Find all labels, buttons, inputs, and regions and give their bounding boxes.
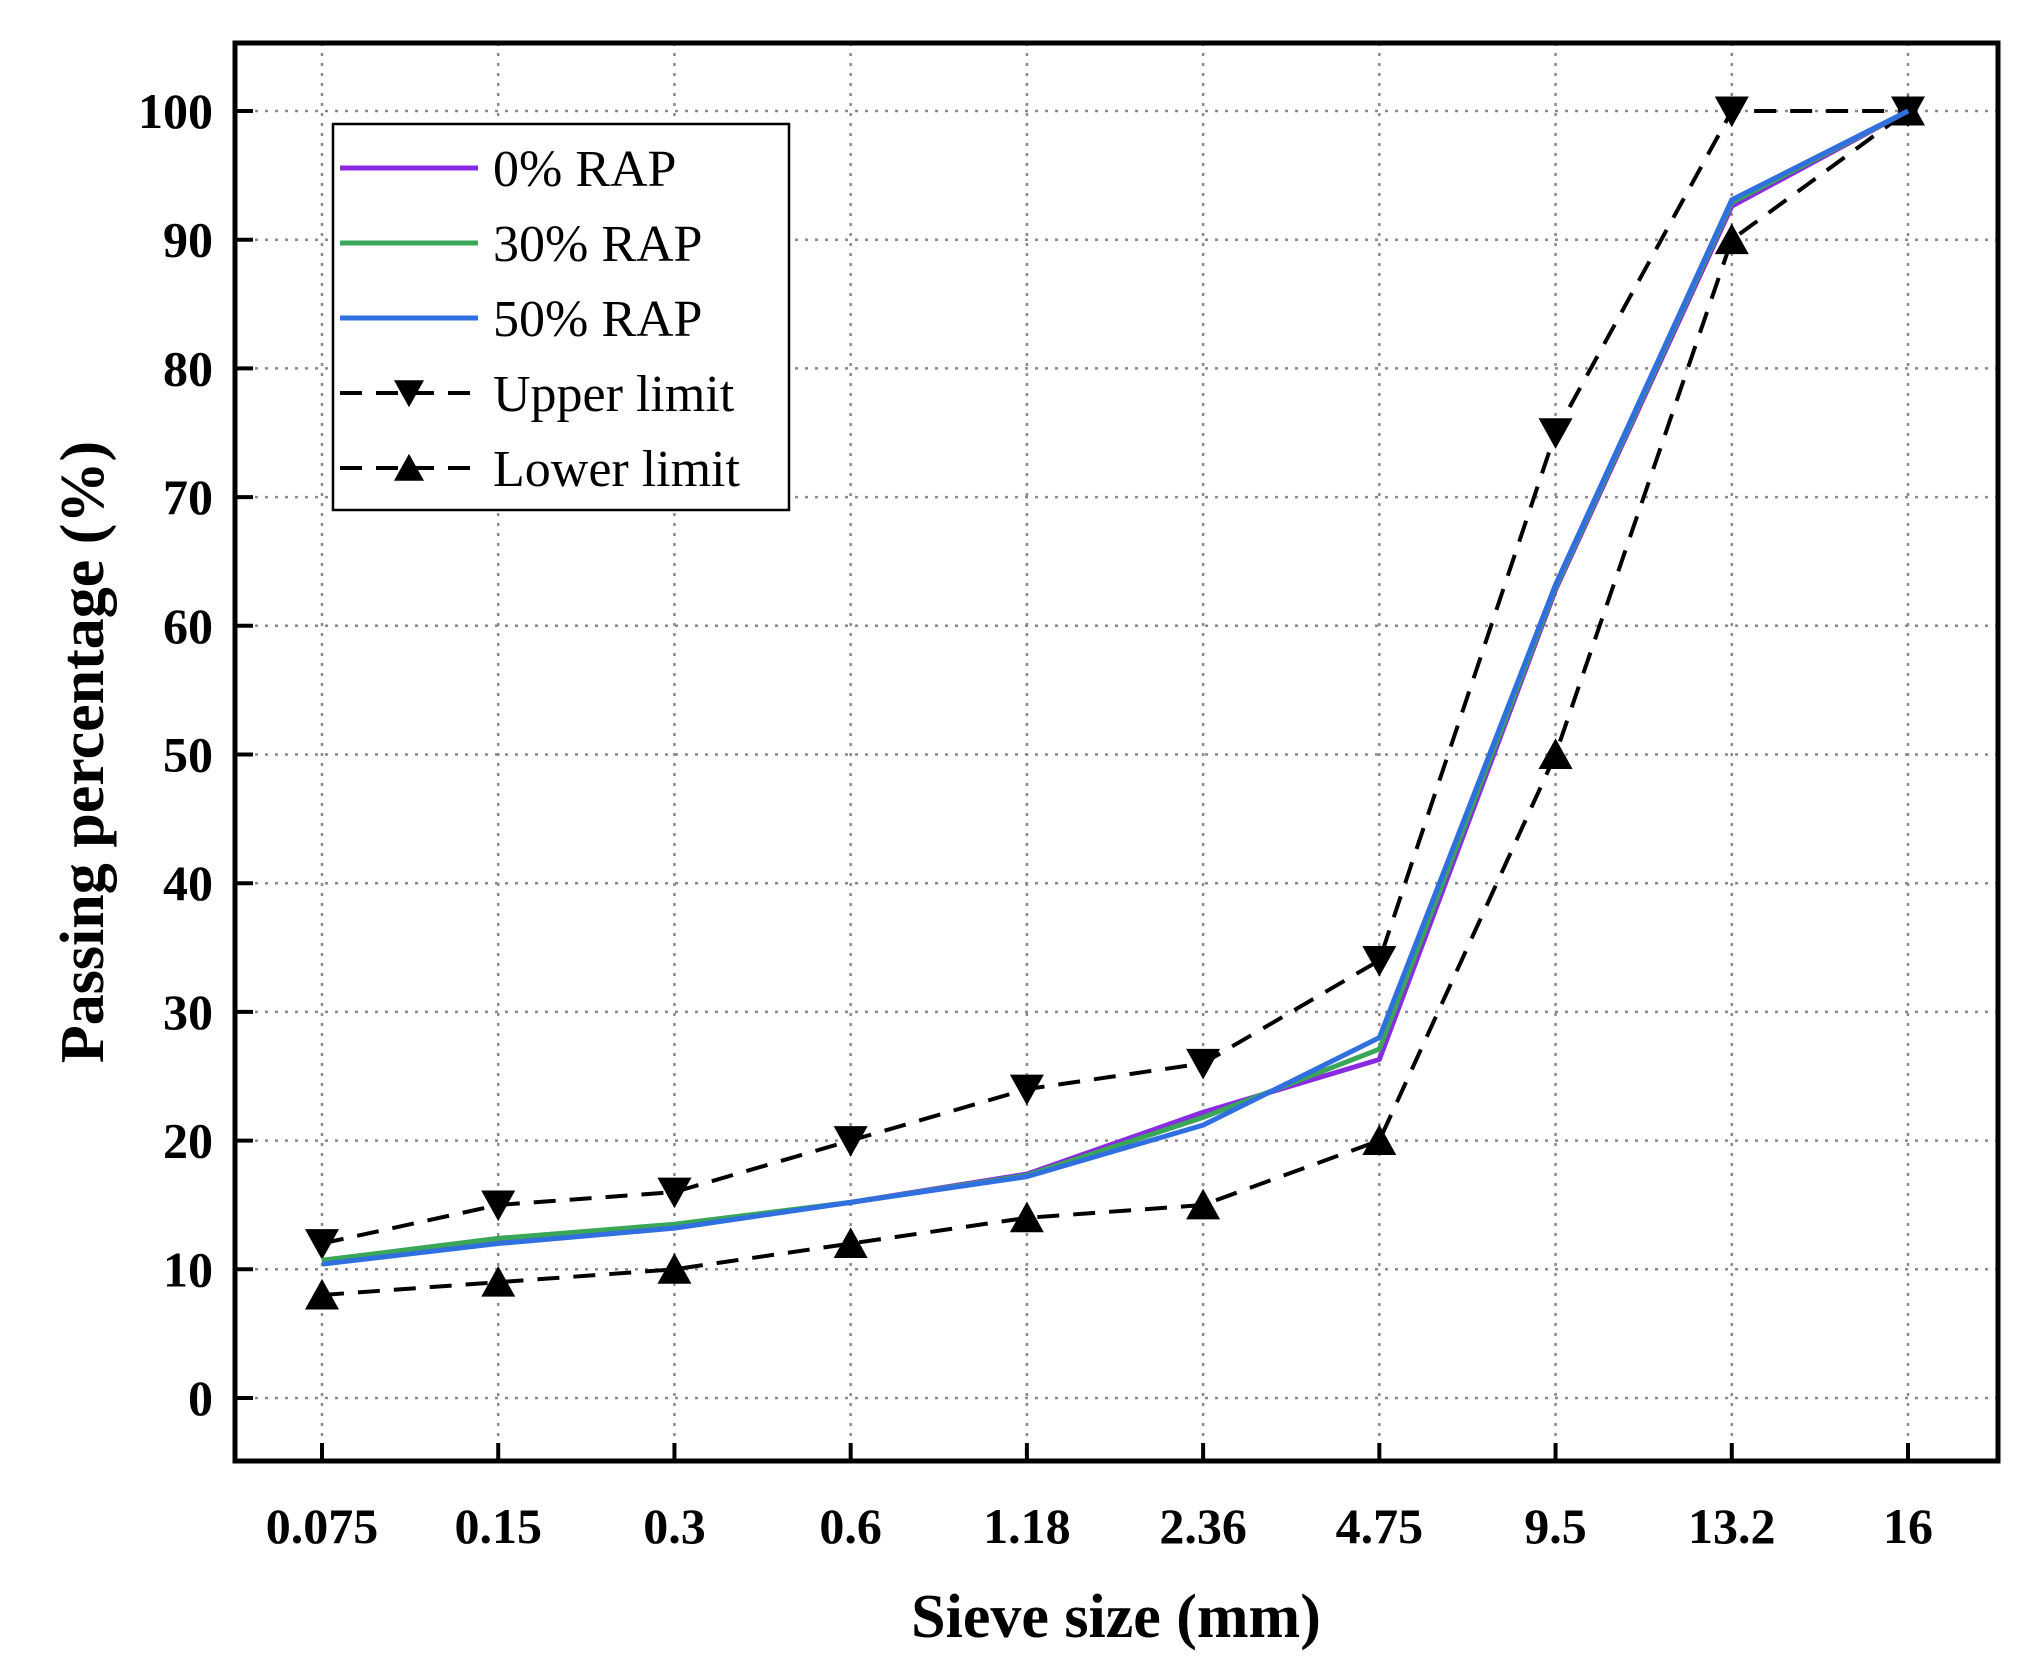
x-tick-label: 1.18 xyxy=(983,1498,1071,1554)
x-tick-label: 0.075 xyxy=(266,1498,379,1554)
data-point-lower-limit xyxy=(481,1266,516,1297)
series-layer xyxy=(305,94,1925,1310)
y-tick-label: 20 xyxy=(163,1113,213,1169)
legend-label-upper-limit: Upper limit xyxy=(493,366,735,423)
data-point-upper-limit xyxy=(1009,1074,1044,1106)
data-point-lower-limit xyxy=(1362,1124,1397,1156)
legend-marker-upper-limit xyxy=(394,380,424,408)
data-point-lower-limit xyxy=(657,1253,692,1284)
data-point-lower-limit xyxy=(1009,1201,1044,1233)
data-point-upper-limit xyxy=(1538,418,1573,449)
y-tick-label: 80 xyxy=(163,340,213,396)
legend-marker-lower-limit xyxy=(394,453,424,481)
y-tick-label: 90 xyxy=(163,212,213,268)
y-tick-label: 10 xyxy=(163,1241,213,1297)
x-axis-title: Sieve size (mm) xyxy=(911,1583,1321,1651)
x-tick-label: 0.3 xyxy=(643,1498,706,1554)
x-tick-label: 13.2 xyxy=(1688,1498,1776,1554)
series-line-lower-limit xyxy=(321,109,1910,1298)
data-point-upper-limit xyxy=(481,1190,516,1222)
plot-frame xyxy=(232,40,2001,1464)
x-tick-label: 4.75 xyxy=(1336,1498,1424,1554)
data-point-lower-limit xyxy=(1714,223,1749,255)
y-tick-label: 70 xyxy=(163,469,213,525)
data-point-lower-limit xyxy=(1186,1188,1221,1220)
legend-label-0pct-rap: 0% RAP xyxy=(493,141,676,198)
axes: 0.075 0.15 0.3 0.6 1.18 2.36 4.75 9.5 13.2 16 0 10 2… xyxy=(138,83,1933,1554)
x-tick-label: 0.15 xyxy=(454,1498,542,1554)
data-point-lower-limit xyxy=(833,1227,868,1259)
x-tick-label: 16 xyxy=(1883,1498,1933,1554)
y-tick-label: 30 xyxy=(163,984,213,1040)
data-point-lower-limit xyxy=(1538,738,1573,769)
legend-label-50pct-rap: 50% RAP xyxy=(493,291,702,348)
y-tick-label: 60 xyxy=(163,598,213,654)
x-tick-label: 9.5 xyxy=(1524,1498,1587,1554)
data-point-upper-limit xyxy=(1362,945,1397,977)
data-point-upper-limit xyxy=(657,1177,692,1209)
data-point-upper-limit xyxy=(1186,1048,1221,1080)
data-point-upper-limit xyxy=(833,1126,868,1157)
y-axis-title: Passing percentage (%) xyxy=(49,441,117,1063)
data-point-lower-limit xyxy=(305,1278,339,1310)
legend-label-30pct-rap: 30% RAP xyxy=(493,216,702,273)
legend: 0% RAP 30% RAP 50% RAP Upper limit Lower lim… xyxy=(331,122,791,512)
series-line-50pct-rap xyxy=(321,108,1910,1267)
legend-label-lower-limit: Lower limit xyxy=(493,441,741,498)
y-tick-label: 100 xyxy=(138,83,213,139)
data-point-upper-limit xyxy=(1714,96,1749,128)
x-tick-label: 2.36 xyxy=(1159,1498,1247,1554)
y-tick-label: 0 xyxy=(188,1370,213,1426)
data-point-upper-limit xyxy=(305,1229,339,1260)
x-tick-label: 0.6 xyxy=(819,1498,882,1554)
y-tick-label: 50 xyxy=(163,727,213,783)
series-line-upper-limit xyxy=(321,109,1908,1246)
y-tick-label: 40 xyxy=(163,855,213,911)
